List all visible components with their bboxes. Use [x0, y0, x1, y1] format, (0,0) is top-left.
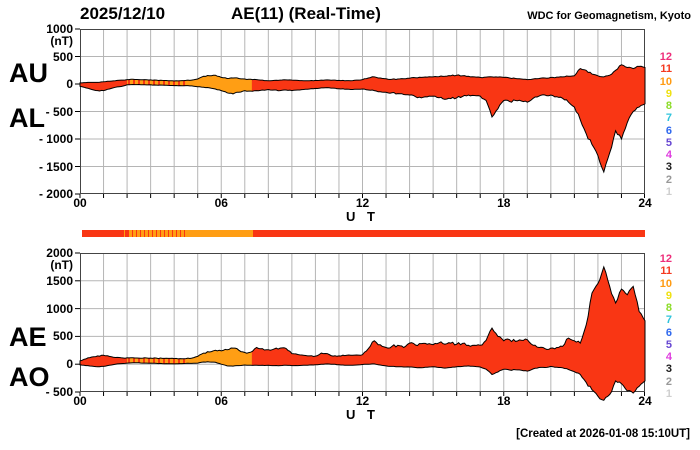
- y-tick-label: - 1500: [38, 159, 73, 174]
- x-tick-label: 00: [73, 196, 87, 210]
- y-tick-label: 1000: [46, 301, 73, 316]
- created-timestamp: [Created at 2026-01-08 15:10UT]: [516, 428, 690, 440]
- legend-item-12: 12: [659, 253, 672, 265]
- ao-series-label: AO: [9, 362, 50, 392]
- legend-item-6: 6: [665, 124, 672, 137]
- y-axis-unit: (nT): [50, 258, 73, 272]
- y-tick-label: - 1000: [38, 132, 73, 146]
- y-tick-label: 0: [66, 77, 73, 91]
- legend-item-7: 7: [665, 112, 672, 125]
- y-axis-unit: (nT): [50, 34, 73, 48]
- legend-item-4: 4: [665, 149, 672, 162]
- legend-item-8: 8: [665, 100, 672, 113]
- x-tick-label: 24: [638, 196, 652, 210]
- x-tick-label: 06: [214, 196, 228, 210]
- x-tick-label: 24: [638, 394, 652, 408]
- quality-bar-segment: [82, 230, 120, 237]
- quality-bar-segment: [119, 230, 129, 237]
- y-tick-label: 2000: [46, 246, 73, 260]
- quality-bar-segment: [187, 230, 254, 237]
- x-tick-label: 12: [355, 196, 370, 210]
- au-al-panel: [75, 28, 646, 198]
- legend-item-5: 5: [665, 136, 672, 149]
- organization-label: WDC for Geomagnetism, Kyoto: [527, 10, 691, 22]
- al-series-label: AL: [9, 103, 45, 133]
- y-tick-label: - 500: [45, 385, 73, 399]
- x-tick-label: 18: [497, 394, 511, 408]
- legend-item-2: 2: [665, 375, 672, 388]
- x-tick-label: 00: [73, 394, 87, 408]
- legend-item-6: 6: [665, 326, 672, 339]
- legend-item-4: 4: [665, 351, 672, 364]
- y-tick-label: 500: [52, 49, 73, 64]
- ae-ao-panel: [75, 252, 646, 401]
- quality-bar-segment: [253, 230, 645, 237]
- legend-item-9: 9: [665, 289, 672, 302]
- legend-item-3: 3: [665, 363, 672, 376]
- legend-item-11: 11: [660, 265, 672, 278]
- x-tick-label: 12: [355, 394, 370, 408]
- station-count-legend-top: 12 11 10 9 8 7 6 5 4 3 2 1: [650, 51, 672, 198]
- plot-title: AE(11) (Real-Time): [231, 4, 381, 23]
- x-axis-label: U T: [346, 407, 379, 422]
- data-quality-bar: [82, 230, 645, 237]
- legend-item-9: 9: [665, 87, 672, 100]
- x-tick-label: 18: [497, 196, 511, 210]
- x-tick-label: 06: [214, 394, 228, 408]
- plot-date: 2025/12/10: [80, 4, 166, 23]
- legend-item-1: 1: [665, 185, 672, 198]
- y-tick-label: 500: [52, 329, 73, 344]
- legend-item-10: 10: [659, 277, 672, 290]
- legend-item-11: 11: [660, 63, 672, 76]
- y-tick-label: - 500: [45, 104, 73, 119]
- ae-series-label: AE: [9, 322, 47, 352]
- legend-item-5: 5: [665, 338, 672, 351]
- legend-item-2: 2: [665, 173, 672, 186]
- legend-item-8: 8: [665, 302, 672, 315]
- legend-item-7: 7: [665, 314, 672, 327]
- quality-bar-segment: [128, 230, 188, 237]
- station-count-legend-bottom: 12 11 10 9 8 7 6 5 4 3 2 1: [650, 253, 672, 400]
- legend-item-1: 1: [665, 387, 672, 400]
- y-tick-label: 0: [66, 357, 73, 372]
- legend-item-12: 12: [659, 51, 672, 63]
- legend-item-10: 10: [659, 75, 672, 88]
- y-tick-label: 1500: [46, 273, 73, 288]
- au-series-label: AU: [9, 58, 48, 88]
- x-axis-label: U T: [346, 209, 379, 224]
- y-tick-label: 1000: [46, 22, 73, 36]
- legend-item-3: 3: [665, 161, 672, 174]
- y-tick-label: - 2000: [38, 187, 73, 201]
